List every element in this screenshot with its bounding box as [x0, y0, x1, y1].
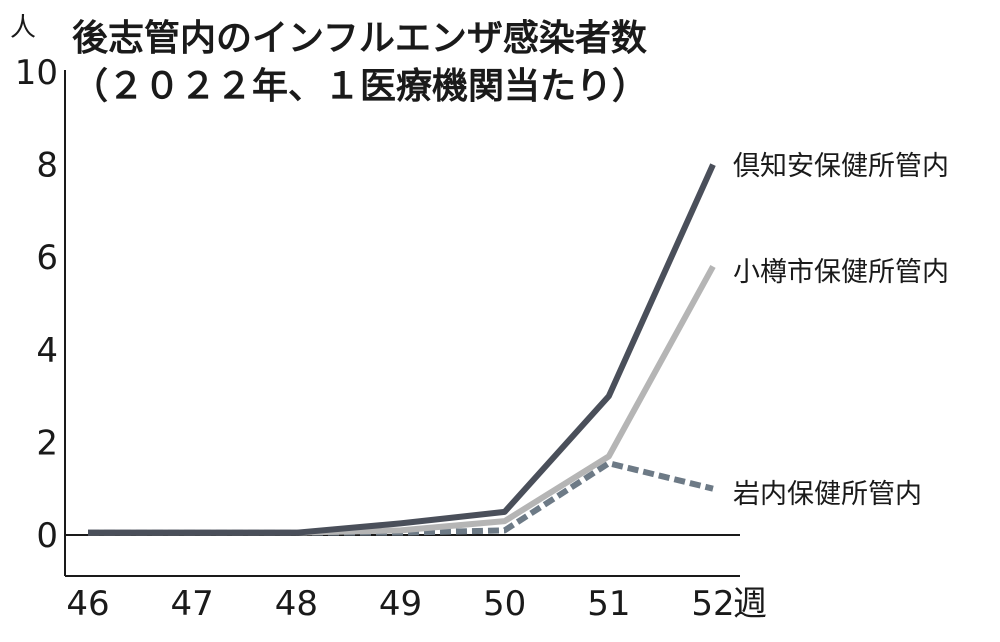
chart-subtitle: （２０２２年、１医療機関当たり）: [72, 66, 648, 107]
y-tick-label: 2: [36, 423, 58, 463]
y-tick-label: 6: [36, 238, 58, 278]
x-tick-label: 48: [275, 584, 318, 624]
x-tick-label: 47: [171, 584, 214, 624]
chart-title: 後志管内のインフルエンザ感染者数: [72, 18, 647, 59]
x-tick-label: 46: [66, 584, 109, 624]
x-tick-label: 49: [379, 584, 422, 624]
series-label-0: 倶知安保健所管内: [733, 151, 949, 182]
y-tick-label: 4: [36, 331, 58, 371]
series-label-2: 岩内保健所管内: [733, 479, 922, 510]
x-tick-label: 51: [587, 584, 630, 624]
series-line-0: [88, 163, 716, 536]
series-label-1: 小樽市保健所管内: [733, 257, 949, 288]
x-axis-unit: 週: [733, 584, 767, 624]
y-tick-label: 10: [15, 53, 58, 93]
x-tick-label: 50: [483, 584, 526, 624]
y-axis-unit: 人: [10, 13, 36, 43]
y-tick-labels: 0 2 4 6 8 10: [15, 53, 58, 556]
y-tick-label: 0: [36, 516, 58, 556]
x-tick-label: 52: [691, 584, 734, 624]
x-tick-labels: 46 47 48 49 50 51 52週: [66, 584, 767, 624]
y-tick-label: 8: [36, 146, 58, 186]
series-lines: [88, 163, 716, 536]
series-line-1: [88, 265, 716, 536]
